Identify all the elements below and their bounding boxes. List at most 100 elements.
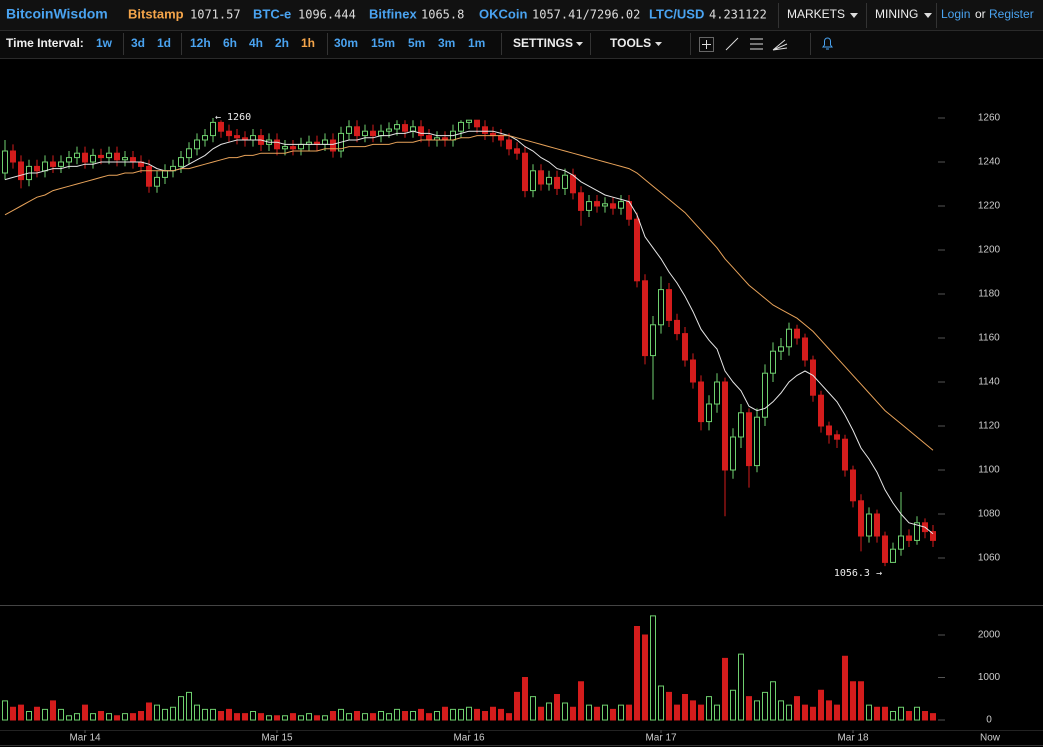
menu[interactable]: MINING xyxy=(875,7,918,21)
volume-bar xyxy=(514,691,520,721)
candle-body xyxy=(322,139,328,145)
ticker-name[interactable]: LTC/USD xyxy=(649,6,704,21)
ticker-name[interactable]: Bitfinex xyxy=(369,6,417,21)
volume-bar xyxy=(114,715,120,721)
candle-body xyxy=(234,135,240,139)
interval-button[interactable]: 3m xyxy=(438,36,455,50)
volume-bar xyxy=(930,713,936,721)
volume-bar xyxy=(666,691,672,721)
volume-bar xyxy=(266,715,272,721)
candle-body xyxy=(514,148,520,154)
interval-button[interactable]: 1w xyxy=(96,36,113,50)
y-tick-label: 1160 xyxy=(978,333,1000,344)
candle-body xyxy=(418,126,424,137)
candle-body xyxy=(34,165,40,172)
interval-button[interactable]: 2h xyxy=(275,36,289,50)
interval-button[interactable]: 4h xyxy=(249,36,263,50)
candle-body xyxy=(162,170,168,178)
candle-body xyxy=(874,513,880,537)
ticker-price: 1096.444 xyxy=(298,8,356,22)
candle-body xyxy=(154,176,160,187)
y2-tick-label: 1000 xyxy=(978,672,1001,683)
candle-body xyxy=(930,531,936,541)
y-tick-label: 1120 xyxy=(978,421,1000,432)
candle-body xyxy=(706,403,712,423)
volume-bar xyxy=(858,681,864,721)
y-tick-label: 1060 xyxy=(978,553,1001,564)
candle-body xyxy=(898,535,904,550)
candle-body xyxy=(210,121,216,137)
tools-menu[interactable]: TOOLS xyxy=(610,36,651,50)
candle-body xyxy=(178,157,184,167)
ticker-name[interactable]: BTC-e xyxy=(253,6,291,21)
volume-bar xyxy=(570,706,576,721)
interval-button[interactable]: 12h xyxy=(190,36,211,50)
candle-body xyxy=(410,126,416,132)
settings-menu[interactable]: SETTINGS xyxy=(513,36,573,50)
candle-body xyxy=(354,126,360,137)
volume-bar xyxy=(890,711,896,721)
interval-button[interactable]: 1m xyxy=(468,36,485,50)
drawing-tools[interactable] xyxy=(699,37,788,52)
x-end-label: Now xyxy=(980,733,1001,744)
interval-button[interactable]: 3d xyxy=(131,36,145,50)
volume-bar xyxy=(506,713,512,721)
y-tick-label: 1200 xyxy=(978,245,1001,256)
volume-bar xyxy=(794,696,800,721)
volume-bar xyxy=(586,704,592,721)
volume-bar xyxy=(818,689,824,721)
volume-bar xyxy=(498,708,504,721)
volume-bar xyxy=(706,696,712,721)
volume-bar xyxy=(186,691,192,721)
volume-bar xyxy=(618,704,624,721)
login-link[interactable]: Login xyxy=(941,7,970,21)
candle-body xyxy=(546,176,552,185)
y-tick-label: 1180 xyxy=(978,289,1000,300)
candle-body xyxy=(618,201,624,209)
interval-button[interactable]: 5m xyxy=(408,36,425,50)
price-annotation: 1056.3 → xyxy=(834,568,882,579)
volume-bar xyxy=(210,708,216,721)
volume-bar xyxy=(410,711,416,721)
ticker-name[interactable]: Bitstamp xyxy=(128,6,184,21)
volume-bar xyxy=(802,704,808,721)
volume-bar xyxy=(634,626,640,721)
brand[interactable]: BitcoinWisdom xyxy=(6,6,108,22)
interval-button[interactable]: 15m xyxy=(371,36,395,50)
ticker-name[interactable]: OKCoin xyxy=(479,6,527,21)
interval-button[interactable]: 6h xyxy=(223,36,237,50)
volume-bar xyxy=(650,615,656,721)
volume-bar xyxy=(458,708,464,721)
candle-body xyxy=(18,161,24,181)
volume-bar xyxy=(242,713,248,721)
ticker-price: 1071.57 xyxy=(190,8,241,22)
candle-body xyxy=(730,436,736,471)
candle-body xyxy=(866,513,872,537)
volume-bar xyxy=(74,713,80,721)
interval-button[interactable]: 1d xyxy=(157,36,171,50)
volume-bar xyxy=(370,713,376,721)
plot: 1060 1080 1100 1120 1140 1160 1180 1200 1220 1240… xyxy=(2,112,1001,744)
alert-icon[interactable] xyxy=(822,37,833,50)
volume-bar xyxy=(850,681,856,721)
interval-button[interactable]: 1h xyxy=(301,36,315,50)
candle-body xyxy=(114,152,120,161)
register-link[interactable]: Register xyxy=(989,7,1034,21)
y-tick-label: 1260 xyxy=(978,113,1001,124)
dropdown-arrow xyxy=(924,13,932,18)
menu[interactable]: MARKETS xyxy=(787,7,845,21)
volume-bar xyxy=(218,711,224,721)
volume-bar xyxy=(34,706,40,721)
volume-bar xyxy=(826,700,832,721)
interval-button[interactable]: 30m xyxy=(334,36,358,50)
candle-body xyxy=(594,201,600,207)
volume-bar xyxy=(426,713,432,721)
candle-body xyxy=(578,192,584,211)
volume-bar xyxy=(386,713,392,721)
candle-body xyxy=(282,146,288,150)
volume-bar xyxy=(714,704,720,721)
volume-bar xyxy=(418,708,424,721)
candle-body xyxy=(562,174,568,189)
volume-bar xyxy=(202,708,208,721)
volume-bar xyxy=(738,653,744,721)
